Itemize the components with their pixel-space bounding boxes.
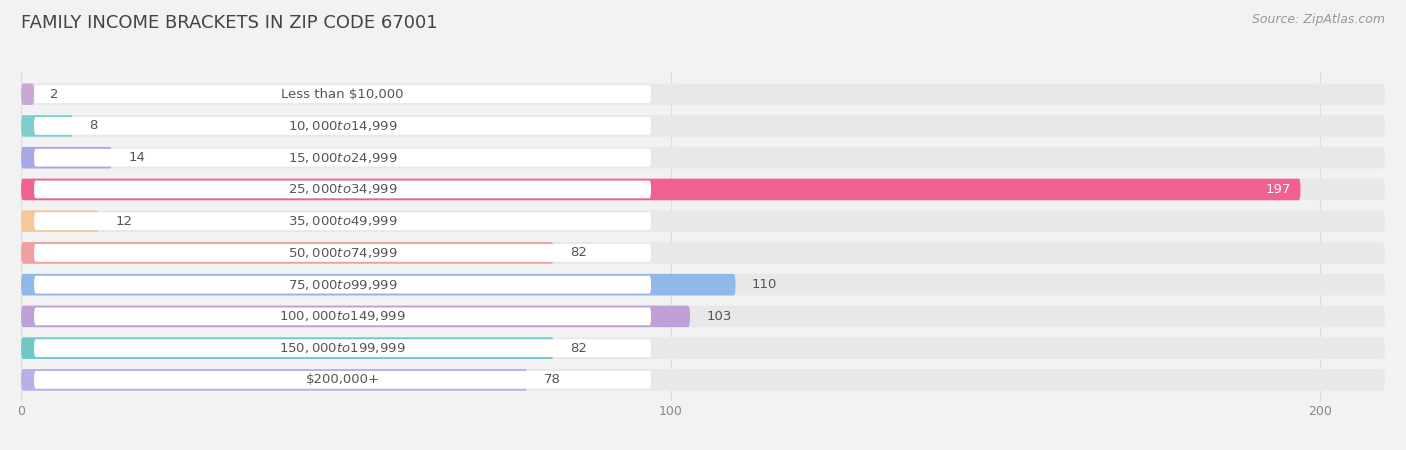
FancyBboxPatch shape <box>34 149 651 166</box>
FancyBboxPatch shape <box>34 339 651 357</box>
Text: $10,000 to $14,999: $10,000 to $14,999 <box>288 119 398 133</box>
FancyBboxPatch shape <box>21 115 1385 137</box>
Text: FAMILY INCOME BRACKETS IN ZIP CODE 67001: FAMILY INCOME BRACKETS IN ZIP CODE 67001 <box>21 14 437 32</box>
Text: $25,000 to $34,999: $25,000 to $34,999 <box>288 182 398 197</box>
FancyBboxPatch shape <box>21 242 1385 264</box>
Text: Less than $10,000: Less than $10,000 <box>281 88 404 101</box>
FancyBboxPatch shape <box>34 307 651 325</box>
FancyBboxPatch shape <box>21 369 1385 391</box>
Text: 8: 8 <box>90 119 97 132</box>
FancyBboxPatch shape <box>21 179 1301 200</box>
FancyBboxPatch shape <box>21 83 1385 105</box>
Text: 78: 78 <box>544 374 561 387</box>
FancyBboxPatch shape <box>34 371 651 389</box>
FancyBboxPatch shape <box>21 147 112 168</box>
FancyBboxPatch shape <box>21 274 1385 296</box>
FancyBboxPatch shape <box>34 117 651 135</box>
FancyBboxPatch shape <box>21 338 554 359</box>
Text: $15,000 to $24,999: $15,000 to $24,999 <box>288 151 398 165</box>
Text: 12: 12 <box>115 215 132 228</box>
Text: 110: 110 <box>752 278 778 291</box>
Text: $100,000 to $149,999: $100,000 to $149,999 <box>280 310 406 324</box>
FancyBboxPatch shape <box>34 212 651 230</box>
Text: 14: 14 <box>128 151 145 164</box>
FancyBboxPatch shape <box>21 274 735 296</box>
FancyBboxPatch shape <box>21 306 690 327</box>
FancyBboxPatch shape <box>34 244 651 262</box>
FancyBboxPatch shape <box>21 115 73 137</box>
FancyBboxPatch shape <box>21 211 1385 232</box>
FancyBboxPatch shape <box>21 179 1385 200</box>
FancyBboxPatch shape <box>21 338 1385 359</box>
Text: 2: 2 <box>51 88 59 101</box>
FancyBboxPatch shape <box>21 211 98 232</box>
FancyBboxPatch shape <box>21 369 527 391</box>
Text: $75,000 to $99,999: $75,000 to $99,999 <box>288 278 398 292</box>
FancyBboxPatch shape <box>34 180 651 198</box>
FancyBboxPatch shape <box>21 83 34 105</box>
FancyBboxPatch shape <box>21 147 1385 168</box>
Text: 103: 103 <box>706 310 731 323</box>
FancyBboxPatch shape <box>34 86 651 103</box>
FancyBboxPatch shape <box>21 242 554 264</box>
Text: $150,000 to $199,999: $150,000 to $199,999 <box>280 341 406 355</box>
Text: 197: 197 <box>1265 183 1291 196</box>
Text: 82: 82 <box>569 342 586 355</box>
Text: $200,000+: $200,000+ <box>305 374 380 387</box>
FancyBboxPatch shape <box>21 306 1385 327</box>
Text: Source: ZipAtlas.com: Source: ZipAtlas.com <box>1251 14 1385 27</box>
FancyBboxPatch shape <box>34 276 651 293</box>
Text: $35,000 to $49,999: $35,000 to $49,999 <box>288 214 398 228</box>
Text: $50,000 to $74,999: $50,000 to $74,999 <box>288 246 398 260</box>
Text: 82: 82 <box>569 247 586 259</box>
